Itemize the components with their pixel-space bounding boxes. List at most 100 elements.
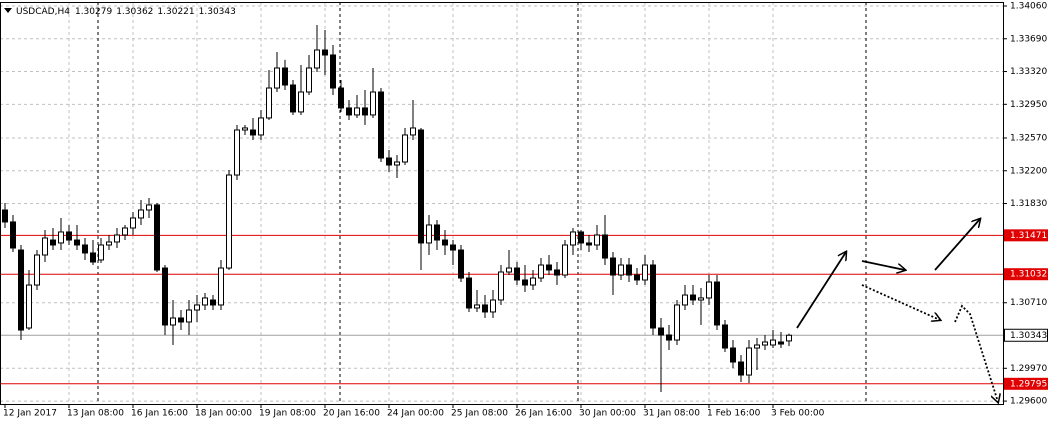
candle-body (642, 264, 648, 281)
arrow (861, 260, 905, 270)
candle-body (162, 267, 168, 326)
candle-body (90, 252, 96, 263)
candle-body (730, 347, 736, 363)
candle-body (634, 274, 640, 281)
candle-body (658, 327, 664, 336)
candle-body (378, 91, 384, 159)
candle-body (554, 269, 560, 276)
candle-body (786, 334, 792, 342)
candle-body (458, 249, 464, 279)
x-tick-label: 30 Jan 00:00 (579, 409, 636, 419)
candle-body (578, 231, 584, 244)
candle-body (146, 204, 152, 211)
y-tick-label: 1.29600 (1010, 397, 1047, 407)
candle-body (210, 299, 216, 306)
candle-body (402, 134, 408, 163)
candle-body (226, 174, 232, 269)
candle-body (618, 264, 624, 276)
y-tick-label: 1.31830 (1010, 199, 1047, 209)
y-tick-label: 1.34060 (1010, 1, 1047, 11)
candle-body (418, 129, 424, 244)
candle-body (66, 231, 72, 241)
candle-body (26, 284, 32, 329)
header: USDCAD,H4 1.30279 1.30362 1.30221 1.30343 (4, 7, 236, 17)
candle-body (474, 304, 480, 309)
y-tick-label: 1.32200 (1010, 166, 1047, 176)
y-tick-label: 1.33320 (1010, 67, 1047, 77)
candle-body (34, 254, 40, 286)
candle-body (98, 244, 104, 261)
candle-body (682, 294, 688, 306)
current-price-label: 1.30343 (1010, 331, 1047, 341)
candle-body (258, 117, 264, 136)
candle-body (330, 54, 336, 89)
high-value: 1.30362 (116, 7, 153, 17)
candle-body (506, 267, 512, 273)
x-tick-label: 31 Jan 08:00 (643, 409, 700, 419)
close-value: 1.30343 (199, 7, 236, 17)
candle-body (538, 264, 544, 279)
candle-body (442, 239, 448, 246)
level-label: 1.31471 (1010, 231, 1047, 241)
y-tick-label: 1.29970 (1010, 364, 1047, 374)
candle-body (2, 209, 8, 223)
candle-body (202, 297, 208, 306)
candle-body (218, 267, 224, 306)
candle-body (122, 227, 128, 236)
candle-body (74, 239, 80, 246)
candle-body (250, 129, 256, 136)
candle-body (138, 209, 144, 219)
candle-body (746, 347, 752, 376)
candle-body (50, 239, 56, 246)
level-label-box (1004, 268, 1048, 281)
candle-body (346, 107, 352, 116)
candles (2, 24, 792, 393)
candle-body (178, 317, 184, 323)
candle-body (410, 127, 416, 136)
candle-body (130, 217, 136, 229)
level-label: 1.31032 (1010, 270, 1047, 280)
candle-body (754, 344, 760, 349)
candle-body (314, 49, 320, 69)
candle-body (674, 304, 680, 341)
candle-body (514, 267, 520, 281)
candle-body (18, 249, 24, 331)
candle-body (434, 224, 440, 241)
candle-body (698, 297, 704, 301)
y-tick-label: 1.32950 (1010, 100, 1047, 110)
period-separators (97, 2, 867, 404)
header-text: USDCAD,H4 1.30279 1.30362 1.30221 1.30343 (16, 7, 236, 17)
candle-body (306, 67, 312, 93)
menu-icon (4, 8, 12, 13)
candle-body (626, 264, 632, 276)
candle-body (522, 279, 528, 286)
x-tick-label: 16 Jan 16:00 (131, 409, 188, 419)
candle-body (722, 324, 728, 349)
x-tick-label: 1 Feb 16:00 (707, 409, 761, 419)
candle-body (530, 277, 536, 286)
arrow (934, 219, 980, 271)
arrow (796, 252, 846, 329)
open-value: 1.30279 (75, 7, 112, 17)
forecast-arrows (796, 219, 998, 402)
candle-body (106, 241, 112, 246)
x-tick-label: 24 Jan 00:00 (387, 409, 444, 419)
candle-body (274, 67, 280, 89)
candle-body (266, 87, 272, 119)
y-tick-label: 1.33690 (1010, 34, 1047, 44)
candle-body (338, 87, 344, 109)
x-tick-label: 26 Jan 16:00 (515, 409, 572, 419)
candle-body (594, 234, 600, 246)
arrow (954, 304, 998, 402)
candle-body (770, 339, 776, 346)
candle-body (482, 304, 488, 313)
candle-body (546, 264, 552, 271)
candle-body (490, 299, 496, 313)
level-label: 1.29795 (1010, 379, 1047, 389)
x-tick-label: 12 Jan 2017 (3, 409, 57, 419)
candle-body (498, 271, 504, 301)
candle-body (58, 231, 64, 244)
candle-body (234, 129, 240, 176)
candle-body (186, 309, 192, 323)
